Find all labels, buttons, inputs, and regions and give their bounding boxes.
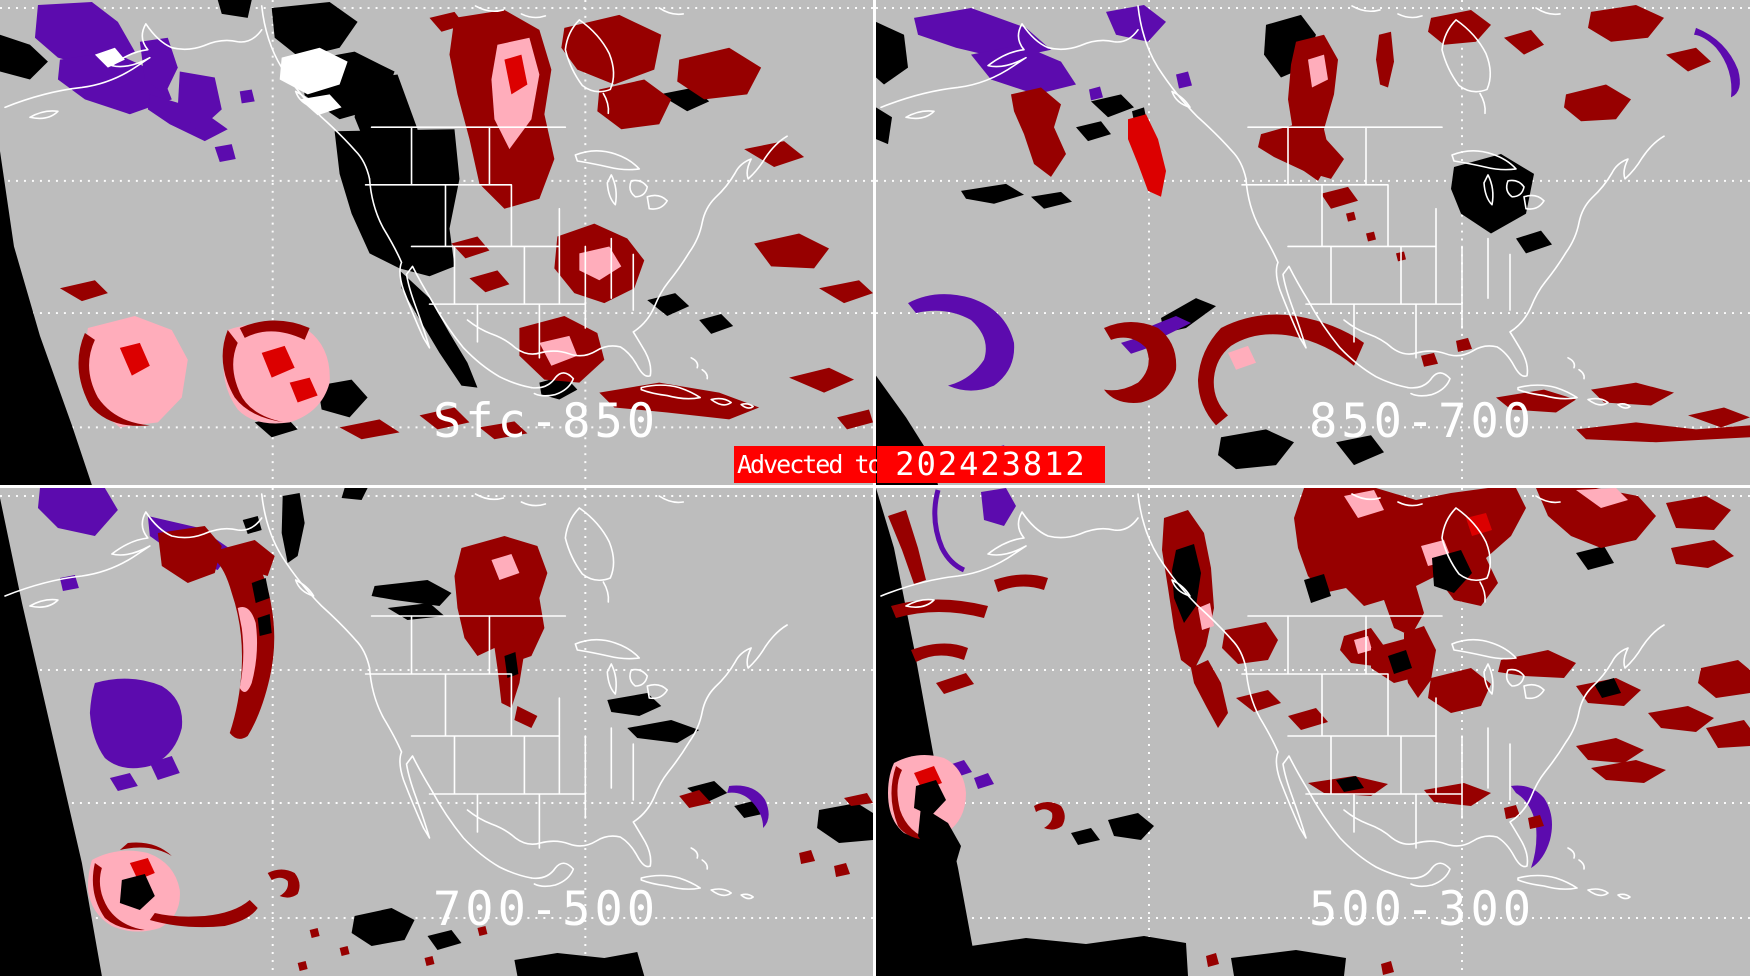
layer-label-850-700: 850-700 xyxy=(1309,394,1536,449)
no-data-black-regions xyxy=(0,488,873,976)
map-850-700 xyxy=(876,0,1750,485)
banner-advected-to-label: Advected to xyxy=(734,446,883,483)
purple-advection-regions xyxy=(908,4,1740,476)
panel-sfc-850: Sfc-850 xyxy=(0,0,873,485)
red-advection-regions xyxy=(888,488,1750,975)
panel-700-500: 700-500 xyxy=(0,488,873,976)
map-700-500 xyxy=(0,488,873,976)
cloud-white-patches xyxy=(94,47,348,116)
layer-label-500-300: 500-300 xyxy=(1309,882,1536,937)
red-advection-regions xyxy=(59,9,873,440)
banner-timestamp: 202423812 xyxy=(877,446,1105,483)
red-advection-regions xyxy=(1011,4,1750,443)
layer-label-sfc-850: Sfc-850 xyxy=(433,394,660,449)
red-advection-regions xyxy=(87,526,873,971)
purple-advection-regions xyxy=(932,488,1552,868)
panel-500-300: 500-300 xyxy=(876,488,1750,976)
panel-850-700: 850-700 xyxy=(876,0,1750,485)
map-500-300 xyxy=(876,488,1750,976)
map-sfc-850 xyxy=(0,0,873,485)
layer-label-700-500: 700-500 xyxy=(433,882,660,937)
